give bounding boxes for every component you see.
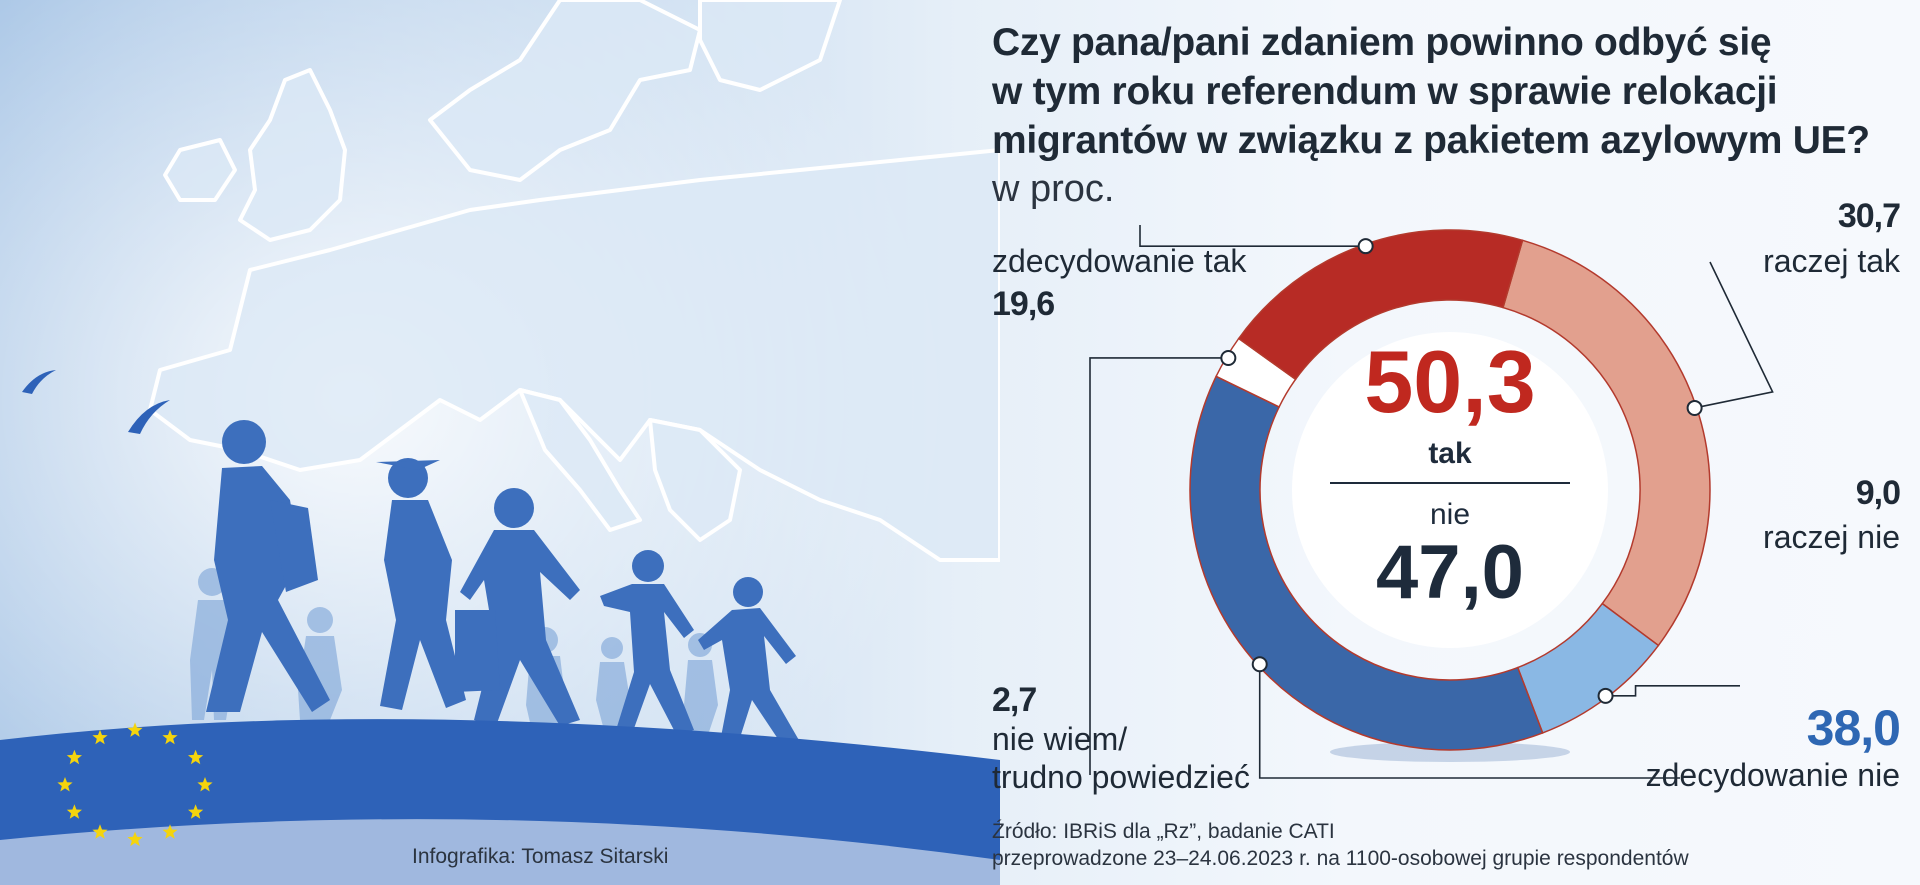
eu-star-icon bbox=[162, 824, 178, 839]
eu-star-icon bbox=[66, 749, 82, 765]
unit-label: w proc. bbox=[992, 168, 1115, 210]
people-silhouettes bbox=[206, 420, 800, 748]
eu-star-icon bbox=[66, 804, 82, 819]
slice-value-raczej-tak: 30,7 bbox=[1837, 197, 1901, 235]
slice-value-raczej-nie: 9,0 bbox=[1855, 474, 1901, 512]
title-line: migrantów w związku z pakietem azylowym … bbox=[992, 119, 1870, 162]
slice-label-raczej-nie: raczej nie bbox=[1763, 519, 1900, 555]
slice-value-nie-wiem: 2,7 bbox=[992, 681, 1037, 719]
illustration bbox=[0, 0, 1000, 885]
leader-dot bbox=[1220, 349, 1237, 366]
bird-icon bbox=[128, 400, 170, 434]
slice-label-nie-wiem-line2: trudno powiedzieć bbox=[992, 759, 1250, 795]
donut-slice bbox=[1189, 375, 1544, 751]
center-tak-value: 50,3 bbox=[1364, 332, 1535, 431]
eu-star-icon bbox=[197, 777, 213, 792]
leader-dot bbox=[1251, 656, 1268, 673]
eu-star-icon bbox=[162, 729, 178, 745]
leader-dot bbox=[1357, 238, 1374, 255]
leader-dot bbox=[1597, 687, 1614, 704]
eu-stars-icon bbox=[57, 722, 213, 847]
slice-label-zdecydowanie-tak: zdecydowanie tak bbox=[992, 243, 1247, 279]
leader-line bbox=[1139, 225, 1366, 247]
slice-label-raczej-tak: raczej tak bbox=[1763, 243, 1900, 279]
eu-star-icon bbox=[127, 831, 143, 847]
europe-map-icon bbox=[148, 0, 1000, 562]
title-line: Czy pana/pani zdaniem powinno odbyć się bbox=[992, 21, 1772, 64]
chart-title: Czy pana/pani zdaniem powinno odbyć się … bbox=[992, 18, 1870, 165]
donut-slice bbox=[1237, 229, 1524, 381]
eu-star-icon bbox=[188, 749, 204, 765]
donut-shadow bbox=[1330, 742, 1570, 762]
donut-slice bbox=[1502, 239, 1711, 647]
center-nie-label: nie bbox=[1430, 498, 1470, 531]
source-note: Źródło: IBRiS dla „Rz”, badanie CATI prz… bbox=[992, 818, 1689, 872]
leader-line bbox=[1258, 664, 1680, 779]
slice-label-zdecydowanie-nie: zdecydowanie nie bbox=[1645, 757, 1900, 793]
leader-line bbox=[1605, 685, 1740, 697]
slice-label-nie-wiem-line1: nie wiem/ bbox=[992, 721, 1128, 757]
donut-hole bbox=[1292, 332, 1608, 648]
eu-star-icon bbox=[57, 777, 73, 792]
infographic-credit: Infografika: Tomasz Sitarski bbox=[412, 845, 669, 868]
eu-star-icon bbox=[188, 804, 204, 819]
source-line: Źródło: IBRiS dla „Rz”, badanie CATI bbox=[992, 820, 1335, 843]
leader-dot bbox=[1686, 399, 1703, 416]
slice-value-zdecydowanie-tak: 19,6 bbox=[992, 285, 1055, 323]
source-line: przeprowadzone 23–24.06.2023 r. na 1100-… bbox=[992, 847, 1689, 870]
eu-star-icon bbox=[92, 729, 108, 745]
title-line: w tym roku referendum w sprawie relokacj… bbox=[992, 70, 1778, 113]
donut-chart: 50,3 tak nie 47,0 bbox=[1089, 225, 1774, 779]
center-nie-value: 47,0 bbox=[1376, 530, 1524, 615]
leader-line bbox=[1089, 357, 1229, 775]
leader-line bbox=[1694, 261, 1774, 409]
center-tak-label: tak bbox=[1428, 437, 1472, 470]
arc-highlight bbox=[0, 819, 1000, 885]
eu-star-icon bbox=[127, 722, 143, 737]
bird-icon bbox=[22, 370, 56, 394]
eu-star-icon bbox=[92, 824, 108, 839]
slice-value-zdecydowanie-nie: 38,0 bbox=[1806, 700, 1901, 756]
